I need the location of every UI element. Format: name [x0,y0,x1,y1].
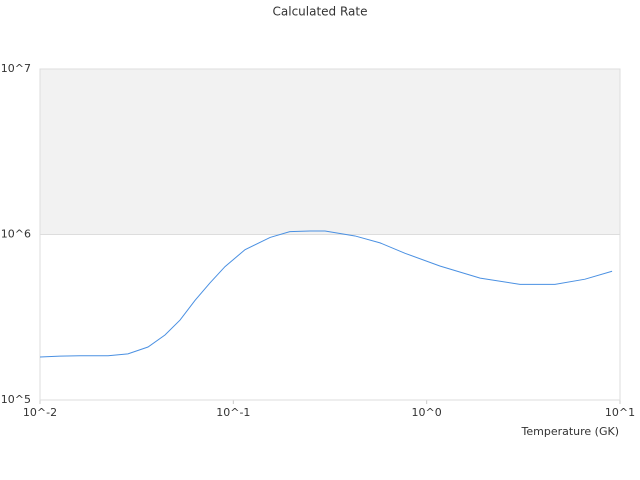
chart-title: Calculated Rate [273,5,368,19]
y-tick-label: 10^7 [1,62,31,75]
y-tick-label: 10^6 [1,228,31,241]
grid-band [40,69,620,235]
plot-border [39,68,621,401]
x-tick-label: 10^-2 [23,406,57,419]
x-tick-label: 10^1 [605,406,635,419]
x-axis-label: Temperature (GK) [521,425,620,438]
x-tick-label: 10^0 [412,406,442,419]
y-tick-label: 10^5 [1,393,31,406]
data-line [39,230,613,358]
x-tick-label: 10^-1 [216,406,250,419]
